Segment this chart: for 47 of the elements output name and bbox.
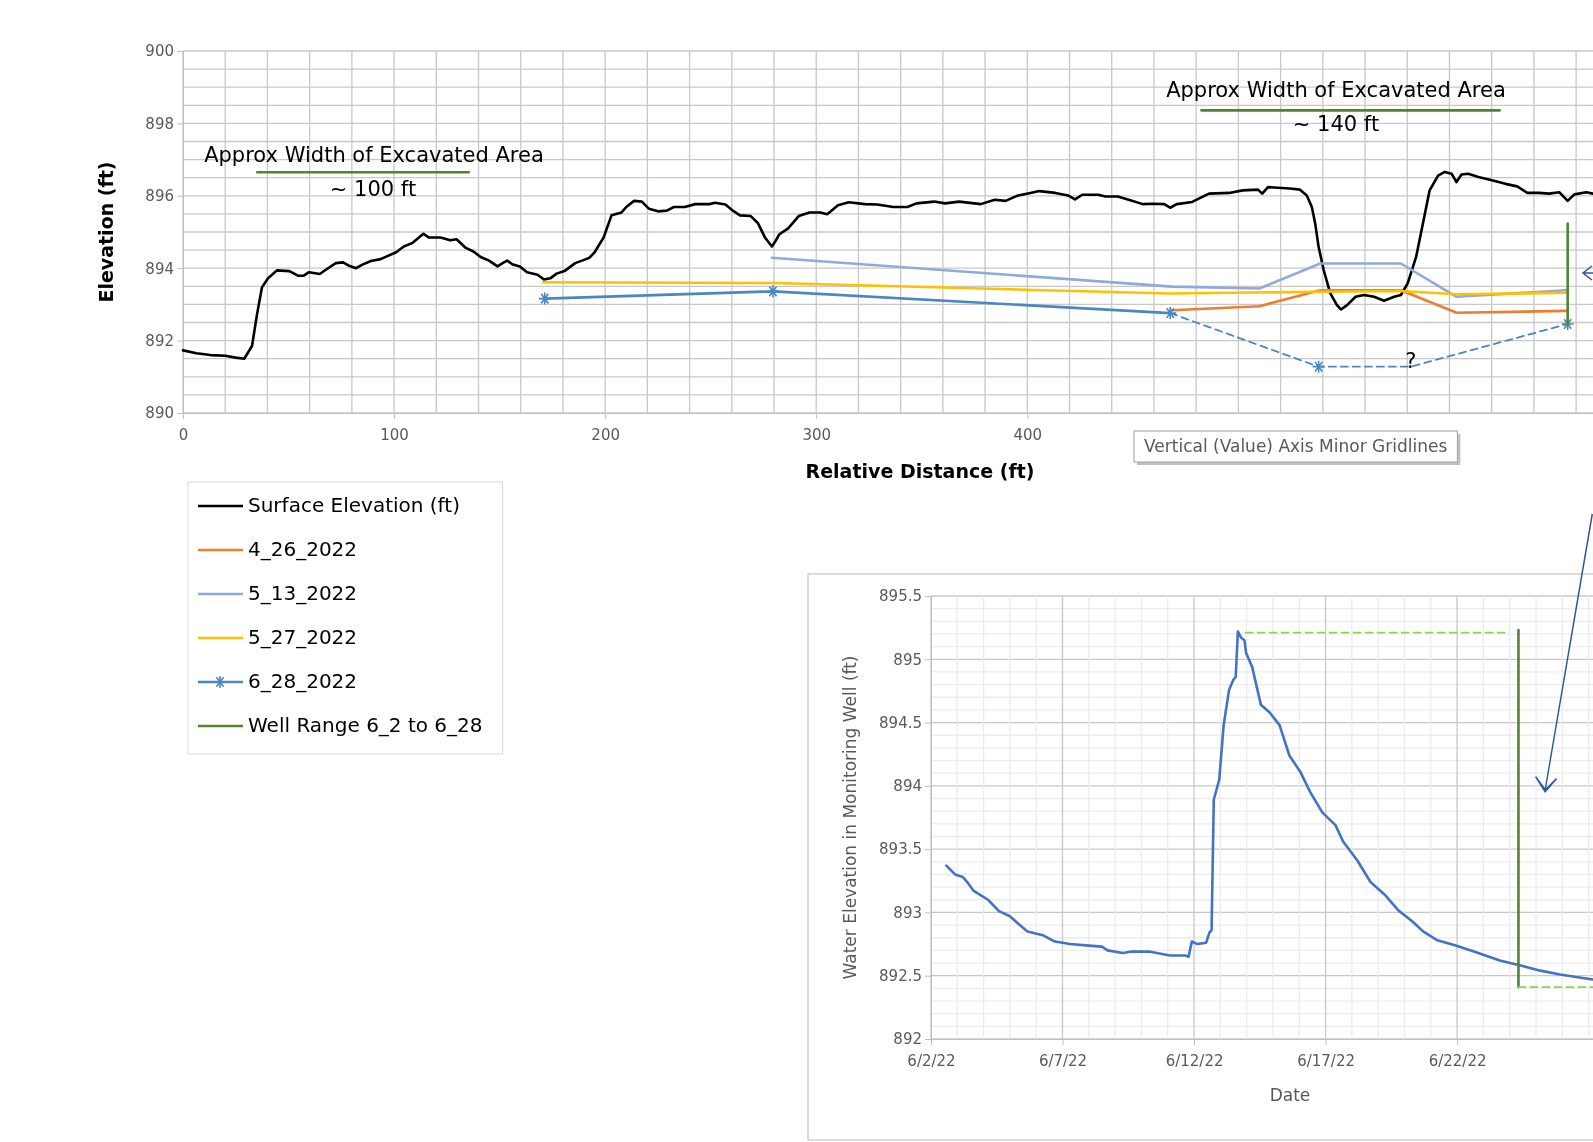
text: Vertical (Value) Axis Minor Gridlines [1144,436,1448,456]
y-tick-label: 894 [893,777,922,796]
line-series [541,281,1568,296]
legend-label: 6_28_2022 [248,668,358,693]
x-axis-title: Relative Distance (ft) [805,460,1035,482]
y-tick-label: 895 [893,650,922,669]
x-tick-label: 0 [178,426,189,444]
point [1311,359,1326,374]
legend-label: Well Range 6_2 to 6_28 [248,712,483,737]
y-tick-label: 893 [893,903,922,922]
y-axis-title: Water Elevation in Monitoring Well (ft) [840,655,860,980]
legend-label: Surface Elevation (ft) [248,492,460,517]
y-tick-label: 892 [893,1030,922,1049]
annotation: ~ 140 ft [1292,112,1380,136]
y-tick-label: 894.5 [879,713,922,732]
y-tick-label: 894 [145,259,174,278]
x-tick-label: 400 [1013,426,1043,444]
x-tick-label: 200 [591,426,620,444]
line-series [945,630,1593,981]
y-axis-title: Elevation (ft) [94,161,117,303]
y-tick-label: 900 [145,42,174,61]
y-tick-label: 893.5 [879,840,922,859]
annotation: Approx Width of Excavated Area [1166,78,1506,102]
y-tick-label: 898 [145,114,174,133]
legend-label: 5_27_2022 [248,624,358,649]
line-series [770,256,1568,299]
x-axis-title: Date [1269,1085,1311,1105]
x-tick-label: 6/22/22 [1428,1052,1487,1070]
x-tick-label: 300 [802,426,832,444]
x-tick-label: 6/7/22 [1038,1052,1088,1070]
point [1560,317,1575,331]
x-tick-label: 6/2/22 [907,1052,956,1070]
annotation: ~ 100 ft [329,177,417,201]
legend-label: 4_26_2022 [248,536,358,561]
x-tick-label: 6/12/22 [1165,1052,1224,1070]
annotation: Approx Width of Excavated Area [204,143,544,167]
x-tick-label: 6/17/22 [1297,1052,1355,1070]
y-tick-label: 896 [145,187,174,206]
x-tick-label: 100 [380,426,409,444]
y-tick-label: 895.5 [879,587,922,606]
annotation: ? [1405,349,1417,374]
legend-label: 5_13_2022 [248,580,358,605]
y-tick-label: 892 [145,331,174,350]
point [766,284,780,299]
point [537,291,552,306]
y-tick-label: 890 [145,404,174,423]
y-tick-label: 892.5 [879,967,922,986]
